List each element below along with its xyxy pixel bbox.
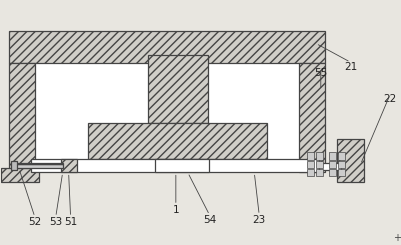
Text: 21: 21 (343, 62, 356, 72)
Text: 52: 52 (28, 217, 41, 227)
Bar (337, 152, 344, 159)
Bar (328, 152, 335, 159)
Bar (31, 159, 318, 172)
Bar (9, 31, 324, 63)
Bar (298, 63, 324, 172)
Bar (336, 139, 364, 182)
Bar (337, 160, 344, 168)
Bar (148, 55, 207, 123)
Bar (1, 169, 39, 182)
Text: 54: 54 (203, 215, 216, 225)
Bar (13, 162, 63, 169)
Text: 53: 53 (49, 217, 62, 227)
Bar (306, 169, 314, 176)
Bar (337, 169, 344, 176)
Text: 22: 22 (383, 94, 396, 104)
Text: 55: 55 (313, 68, 326, 78)
Bar (318, 162, 340, 171)
Bar (315, 160, 322, 168)
Text: +: + (392, 233, 400, 243)
Bar (88, 123, 267, 159)
Bar (306, 160, 314, 168)
Bar (328, 169, 335, 176)
Bar (315, 152, 322, 159)
Text: 1: 1 (172, 205, 179, 215)
Bar (61, 159, 76, 172)
Bar (306, 152, 314, 159)
Bar (11, 160, 17, 171)
Bar (9, 63, 35, 172)
Text: 51: 51 (64, 217, 77, 227)
Text: 23: 23 (252, 215, 265, 225)
Bar (35, 31, 298, 172)
Bar (328, 160, 335, 168)
Bar (155, 159, 208, 172)
Bar (315, 169, 322, 176)
